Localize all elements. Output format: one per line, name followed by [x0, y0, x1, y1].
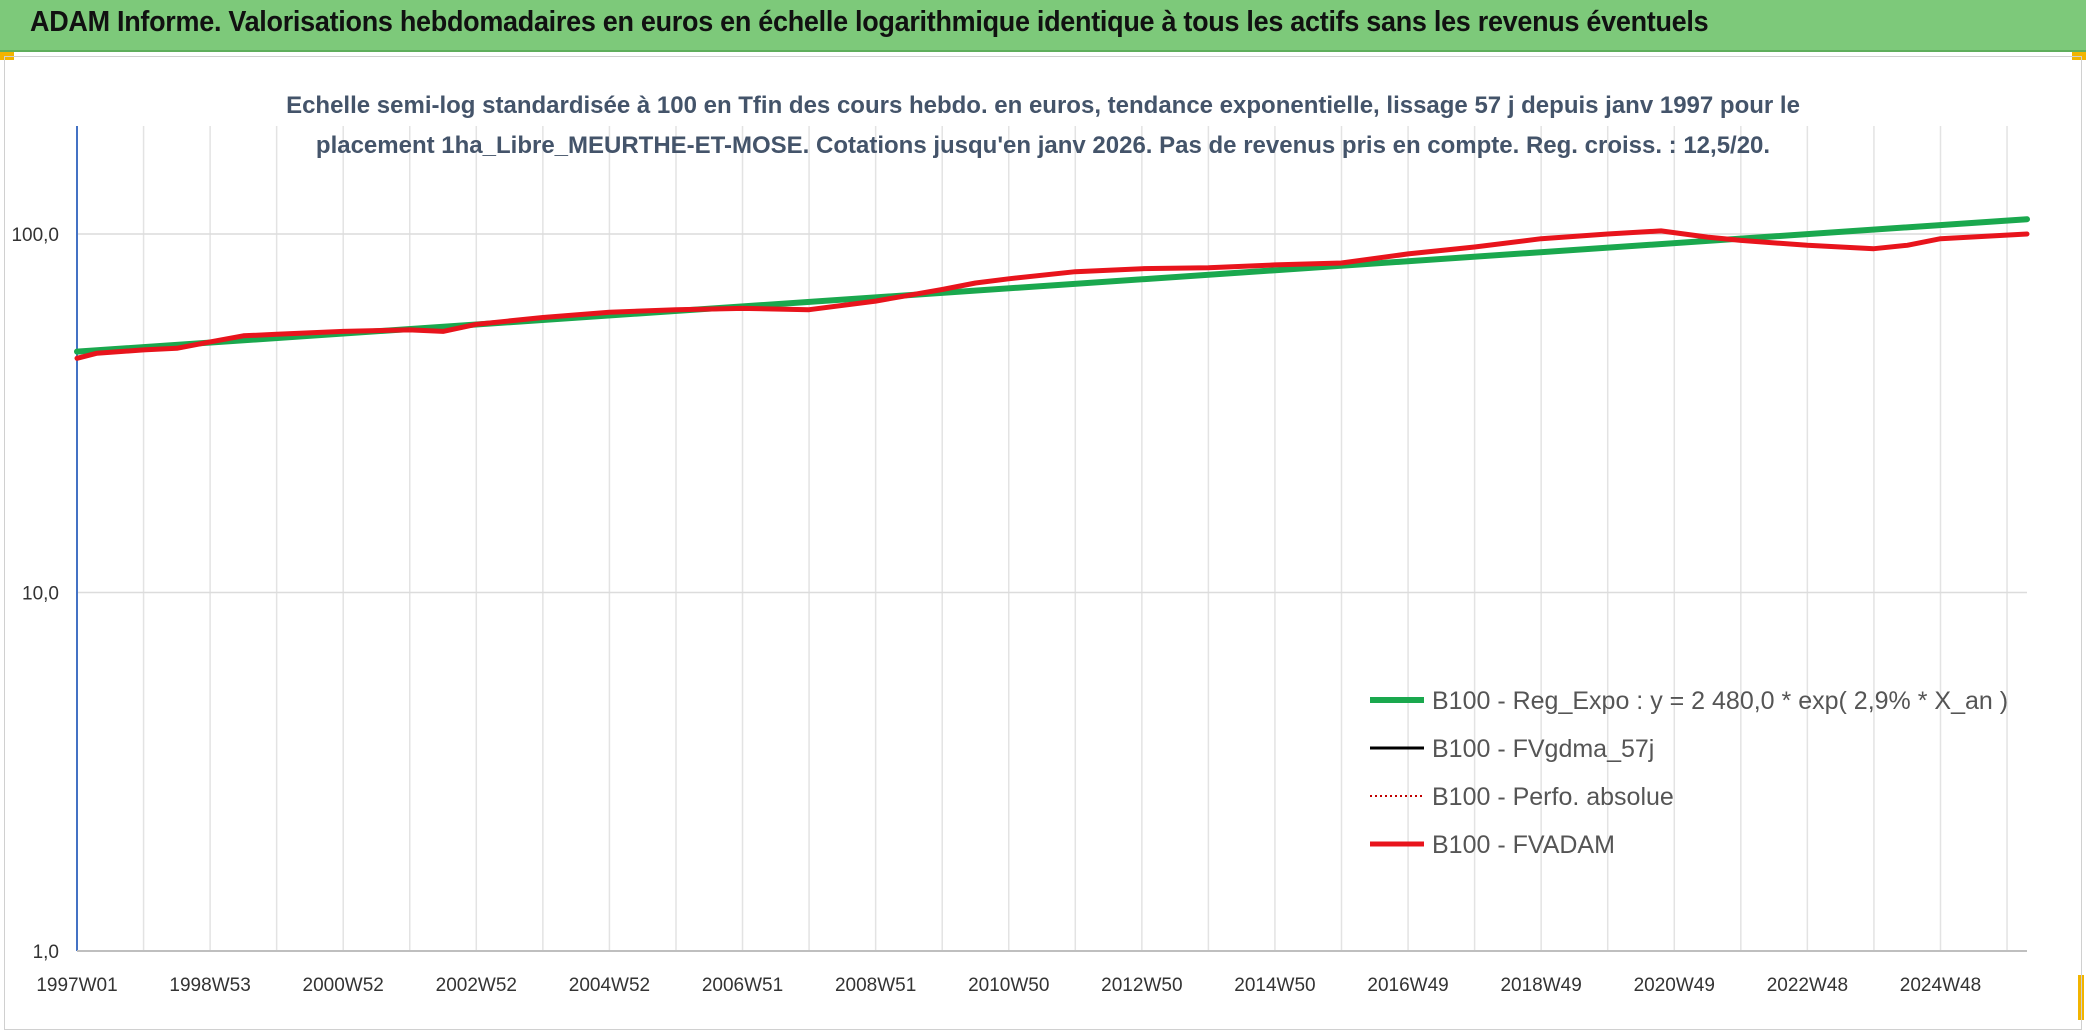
chart-frame — [4, 56, 2082, 1030]
x-tick-label: 2014W50 — [1234, 975, 1315, 996]
legend-label-4: B100 - FVADAM — [1432, 831, 1615, 859]
x-tick-label: 2008W51 — [835, 975, 916, 996]
x-tick-label: 2018W49 — [1500, 975, 1581, 996]
chart-subtitle-line-2: placement 1ha_Libre_MEURTHE-ET-MOSE. Cot… — [316, 132, 1770, 159]
legend-label-2: B100 - FVgdma_57j — [1432, 735, 1654, 763]
page-title: ADAM Informe. Valorisations hebdomadaire… — [30, 6, 1709, 38]
x-tick-label: 2022W48 — [1767, 975, 1848, 996]
legend-label-1: B100 - Reg_Expo : y = 2 480,0 * exp( 2,9… — [1432, 687, 2008, 715]
header-banner: ADAM Informe. Valorisations hebdomadaire… — [0, 0, 2086, 52]
x-tick-label: 2006W51 — [702, 975, 783, 996]
x-tick-label: 1997W01 — [36, 975, 117, 996]
y-tick-label: 100,0 — [11, 225, 59, 246]
x-tick-label: 2010W50 — [968, 975, 1049, 996]
x-tick-label: 2024W48 — [1900, 975, 1981, 996]
x-tick-label: 2012W50 — [1101, 975, 1182, 996]
legend-label-3: B100 - Perfo. absolue — [1432, 783, 1674, 811]
y-tick-label: 10,0 — [22, 584, 59, 605]
y-tick-label: 1,0 — [33, 942, 59, 963]
series-line-4 — [74, 228, 2030, 361]
x-tick-label: 2016W49 — [1367, 975, 1448, 996]
chart-subtitle-line-1: Echelle semi-log standardisée à 100 en T… — [286, 92, 1800, 119]
x-tick-label: 2004W52 — [569, 975, 650, 996]
x-tick-label: 2020W49 — [1634, 975, 1715, 996]
x-tick-label: 1998W53 — [169, 975, 250, 996]
x-tick-label: 2000W52 — [303, 975, 384, 996]
x-tick-label: 2002W52 — [436, 975, 517, 996]
